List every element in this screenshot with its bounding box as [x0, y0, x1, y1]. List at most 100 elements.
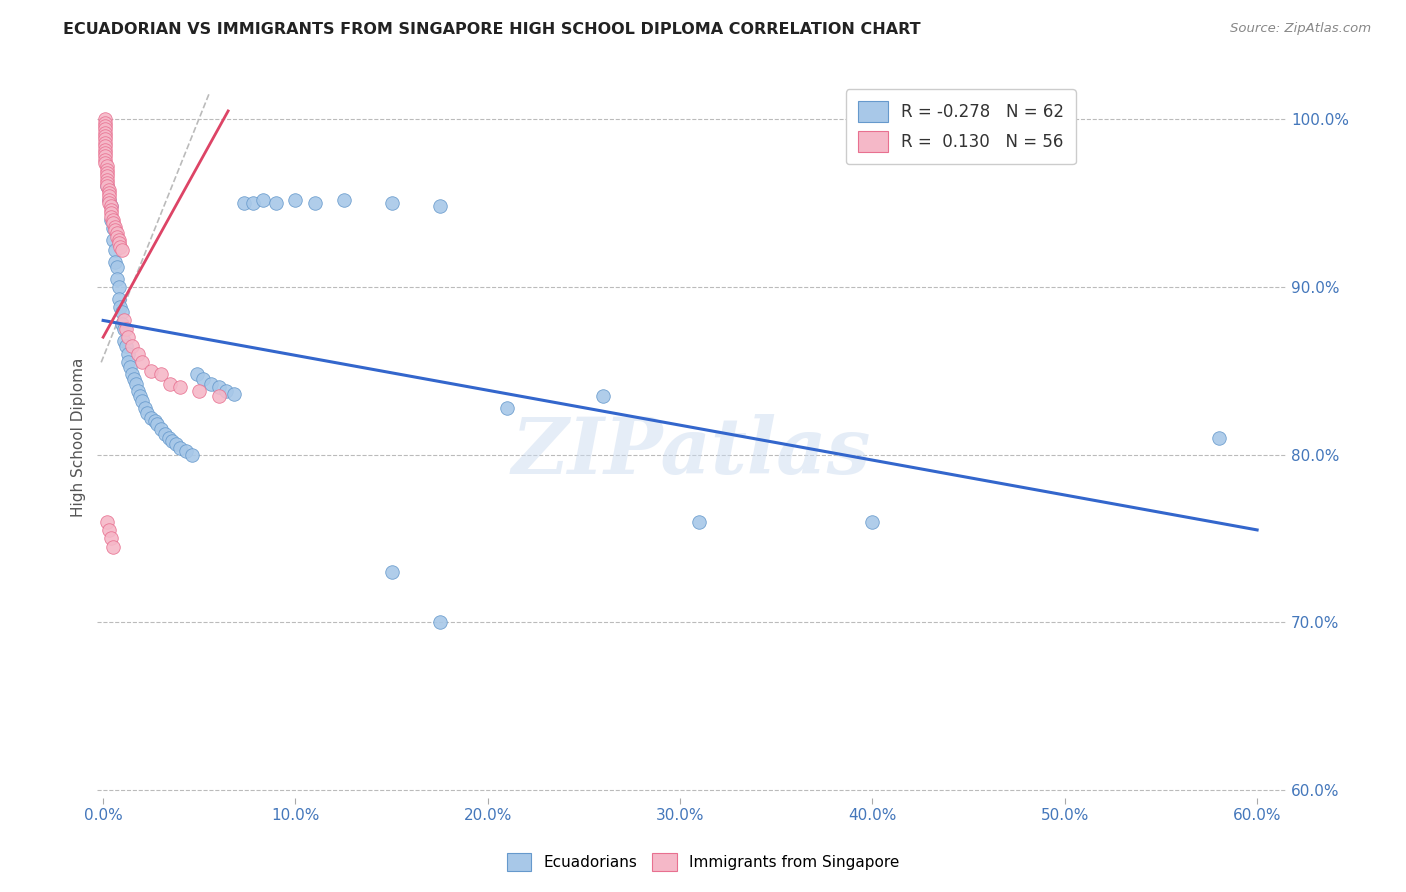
Point — [94, 122, 117, 136]
Point — [96, 166, 118, 180]
Point — [121, 338, 143, 352]
Text: Source: ZipAtlas.com: Source: ZipAtlas.com — [1230, 22, 1371, 36]
Point — [104, 219, 127, 234]
Point — [592, 389, 614, 403]
Point — [94, 156, 117, 170]
Point — [429, 199, 451, 213]
Point — [159, 377, 181, 392]
Point — [131, 355, 153, 369]
Point — [149, 367, 172, 381]
Point — [252, 193, 274, 207]
Point — [112, 322, 135, 336]
Point — [94, 139, 117, 153]
Point — [169, 441, 191, 455]
Point — [96, 515, 118, 529]
Point — [96, 179, 118, 194]
Point — [127, 384, 149, 398]
Point — [96, 169, 118, 184]
Point — [688, 515, 710, 529]
Point — [332, 193, 354, 207]
Point — [264, 196, 287, 211]
Point — [121, 367, 143, 381]
Point — [284, 193, 307, 207]
Point — [118, 360, 141, 375]
Point — [146, 417, 169, 432]
Point — [94, 145, 117, 160]
Point — [232, 196, 254, 211]
Point — [107, 280, 129, 294]
Point — [115, 322, 138, 336]
Point — [207, 380, 229, 394]
Point — [94, 116, 117, 130]
Point — [111, 317, 134, 331]
Point — [107, 233, 129, 247]
Point — [143, 414, 166, 428]
Point — [110, 240, 132, 254]
Point — [97, 193, 120, 207]
Point — [127, 347, 149, 361]
Point — [96, 176, 118, 190]
Point — [105, 229, 128, 244]
Point — [222, 387, 245, 401]
Point — [215, 384, 238, 398]
Point — [100, 531, 122, 545]
Point — [100, 202, 122, 217]
Point — [136, 406, 159, 420]
Point — [101, 216, 124, 230]
Point — [141, 364, 163, 378]
Point — [104, 223, 127, 237]
Point — [97, 523, 120, 537]
Point — [94, 126, 117, 140]
Point — [94, 132, 117, 146]
Point — [96, 159, 118, 173]
Point — [862, 515, 884, 529]
Point — [117, 355, 139, 369]
Point — [122, 372, 145, 386]
Point — [107, 292, 129, 306]
Point — [191, 372, 214, 386]
Legend: R = -0.278   N = 62, R =  0.130   N = 56: R = -0.278 N = 62, R = 0.130 N = 56 — [846, 89, 1076, 164]
Point — [100, 206, 122, 220]
Point — [94, 129, 117, 144]
Point — [117, 347, 139, 361]
Point — [1208, 431, 1230, 445]
Point — [100, 199, 122, 213]
Point — [180, 448, 202, 462]
Legend: Ecuadorians, Immigrants from Singapore: Ecuadorians, Immigrants from Singapore — [501, 847, 905, 877]
Point — [111, 243, 134, 257]
Point — [134, 401, 156, 415]
Point — [125, 377, 148, 392]
Point — [131, 393, 153, 408]
Point — [94, 136, 117, 150]
Point — [128, 389, 150, 403]
Point — [188, 384, 211, 398]
Point — [94, 153, 117, 167]
Point — [115, 338, 138, 352]
Point — [97, 183, 120, 197]
Point — [174, 444, 197, 458]
Point — [97, 193, 120, 207]
Point — [101, 233, 124, 247]
Point — [101, 221, 124, 235]
Point — [105, 227, 128, 241]
Text: ZIPatlas: ZIPatlas — [512, 414, 872, 491]
Point — [111, 305, 134, 319]
Point — [100, 199, 122, 213]
Text: ECUADORIAN VS IMMIGRANTS FROM SINGAPORE HIGH SCHOOL DIPLOMA CORRELATION CHART: ECUADORIAN VS IMMIGRANTS FROM SINGAPORE … — [63, 22, 921, 37]
Point — [101, 540, 124, 554]
Point — [94, 119, 117, 133]
Point — [107, 236, 129, 251]
Point — [381, 196, 404, 211]
Point — [496, 401, 519, 415]
Point — [97, 196, 120, 211]
Point — [149, 422, 172, 436]
Point — [105, 271, 128, 285]
Point — [162, 434, 184, 449]
Point — [94, 112, 117, 127]
Point — [112, 334, 135, 348]
Point — [153, 427, 176, 442]
Point — [104, 243, 127, 257]
Point — [97, 186, 120, 200]
Point — [381, 565, 404, 579]
Point — [165, 437, 187, 451]
